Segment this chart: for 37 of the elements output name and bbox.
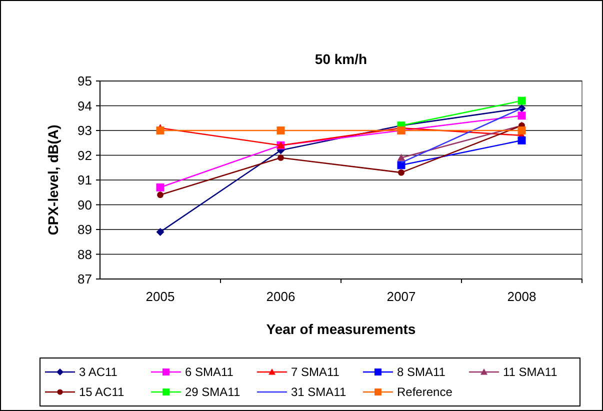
point <box>156 126 164 134</box>
y-tick-label: 93 <box>78 123 92 138</box>
point <box>398 169 404 176</box>
point <box>518 96 526 105</box>
y-tick-label: 88 <box>78 246 92 262</box>
legend-label: Reference <box>397 385 453 400</box>
y-tick-label: 94 <box>78 98 92 114</box>
legend-label: 15 AC11 <box>79 385 124 400</box>
chart-title: 50 km/h <box>314 51 368 67</box>
legend-label: 31 SMA11 <box>291 385 346 400</box>
x-tick-label: 2007 <box>386 289 416 304</box>
y-tick-label: 90 <box>78 197 92 212</box>
point <box>156 228 164 236</box>
x-tick-label: 2008 <box>507 289 536 304</box>
legend-label: 7 SMA11 <box>291 365 340 380</box>
point <box>278 154 284 161</box>
point <box>157 192 164 198</box>
x-axis-title: Year of measurements <box>266 321 416 337</box>
point <box>156 183 164 192</box>
point <box>397 161 406 170</box>
legend-label: 11 SMA11 <box>503 365 558 380</box>
point <box>276 126 285 134</box>
y-tick-label: 89 <box>78 222 92 238</box>
y-tick-label: 91 <box>78 172 92 188</box>
x-tick-label: 2005 <box>146 289 175 304</box>
y-axis-title: CPX-level, dB(A) <box>45 124 61 236</box>
legend-label: 8 SMA11 <box>397 365 446 380</box>
y-tick-label: 92 <box>78 148 92 163</box>
legend-label: 6 SMA11 <box>185 365 234 380</box>
legend-label: 3 AC11 <box>79 365 118 380</box>
point <box>518 126 526 134</box>
legend-label: 29 SMA11 <box>185 385 240 400</box>
point <box>518 112 526 120</box>
y-tick-label: 87 <box>78 272 92 287</box>
x-tick-label: 2006 <box>266 289 296 304</box>
y-tick-label: 95 <box>78 74 92 89</box>
point <box>518 136 526 144</box>
